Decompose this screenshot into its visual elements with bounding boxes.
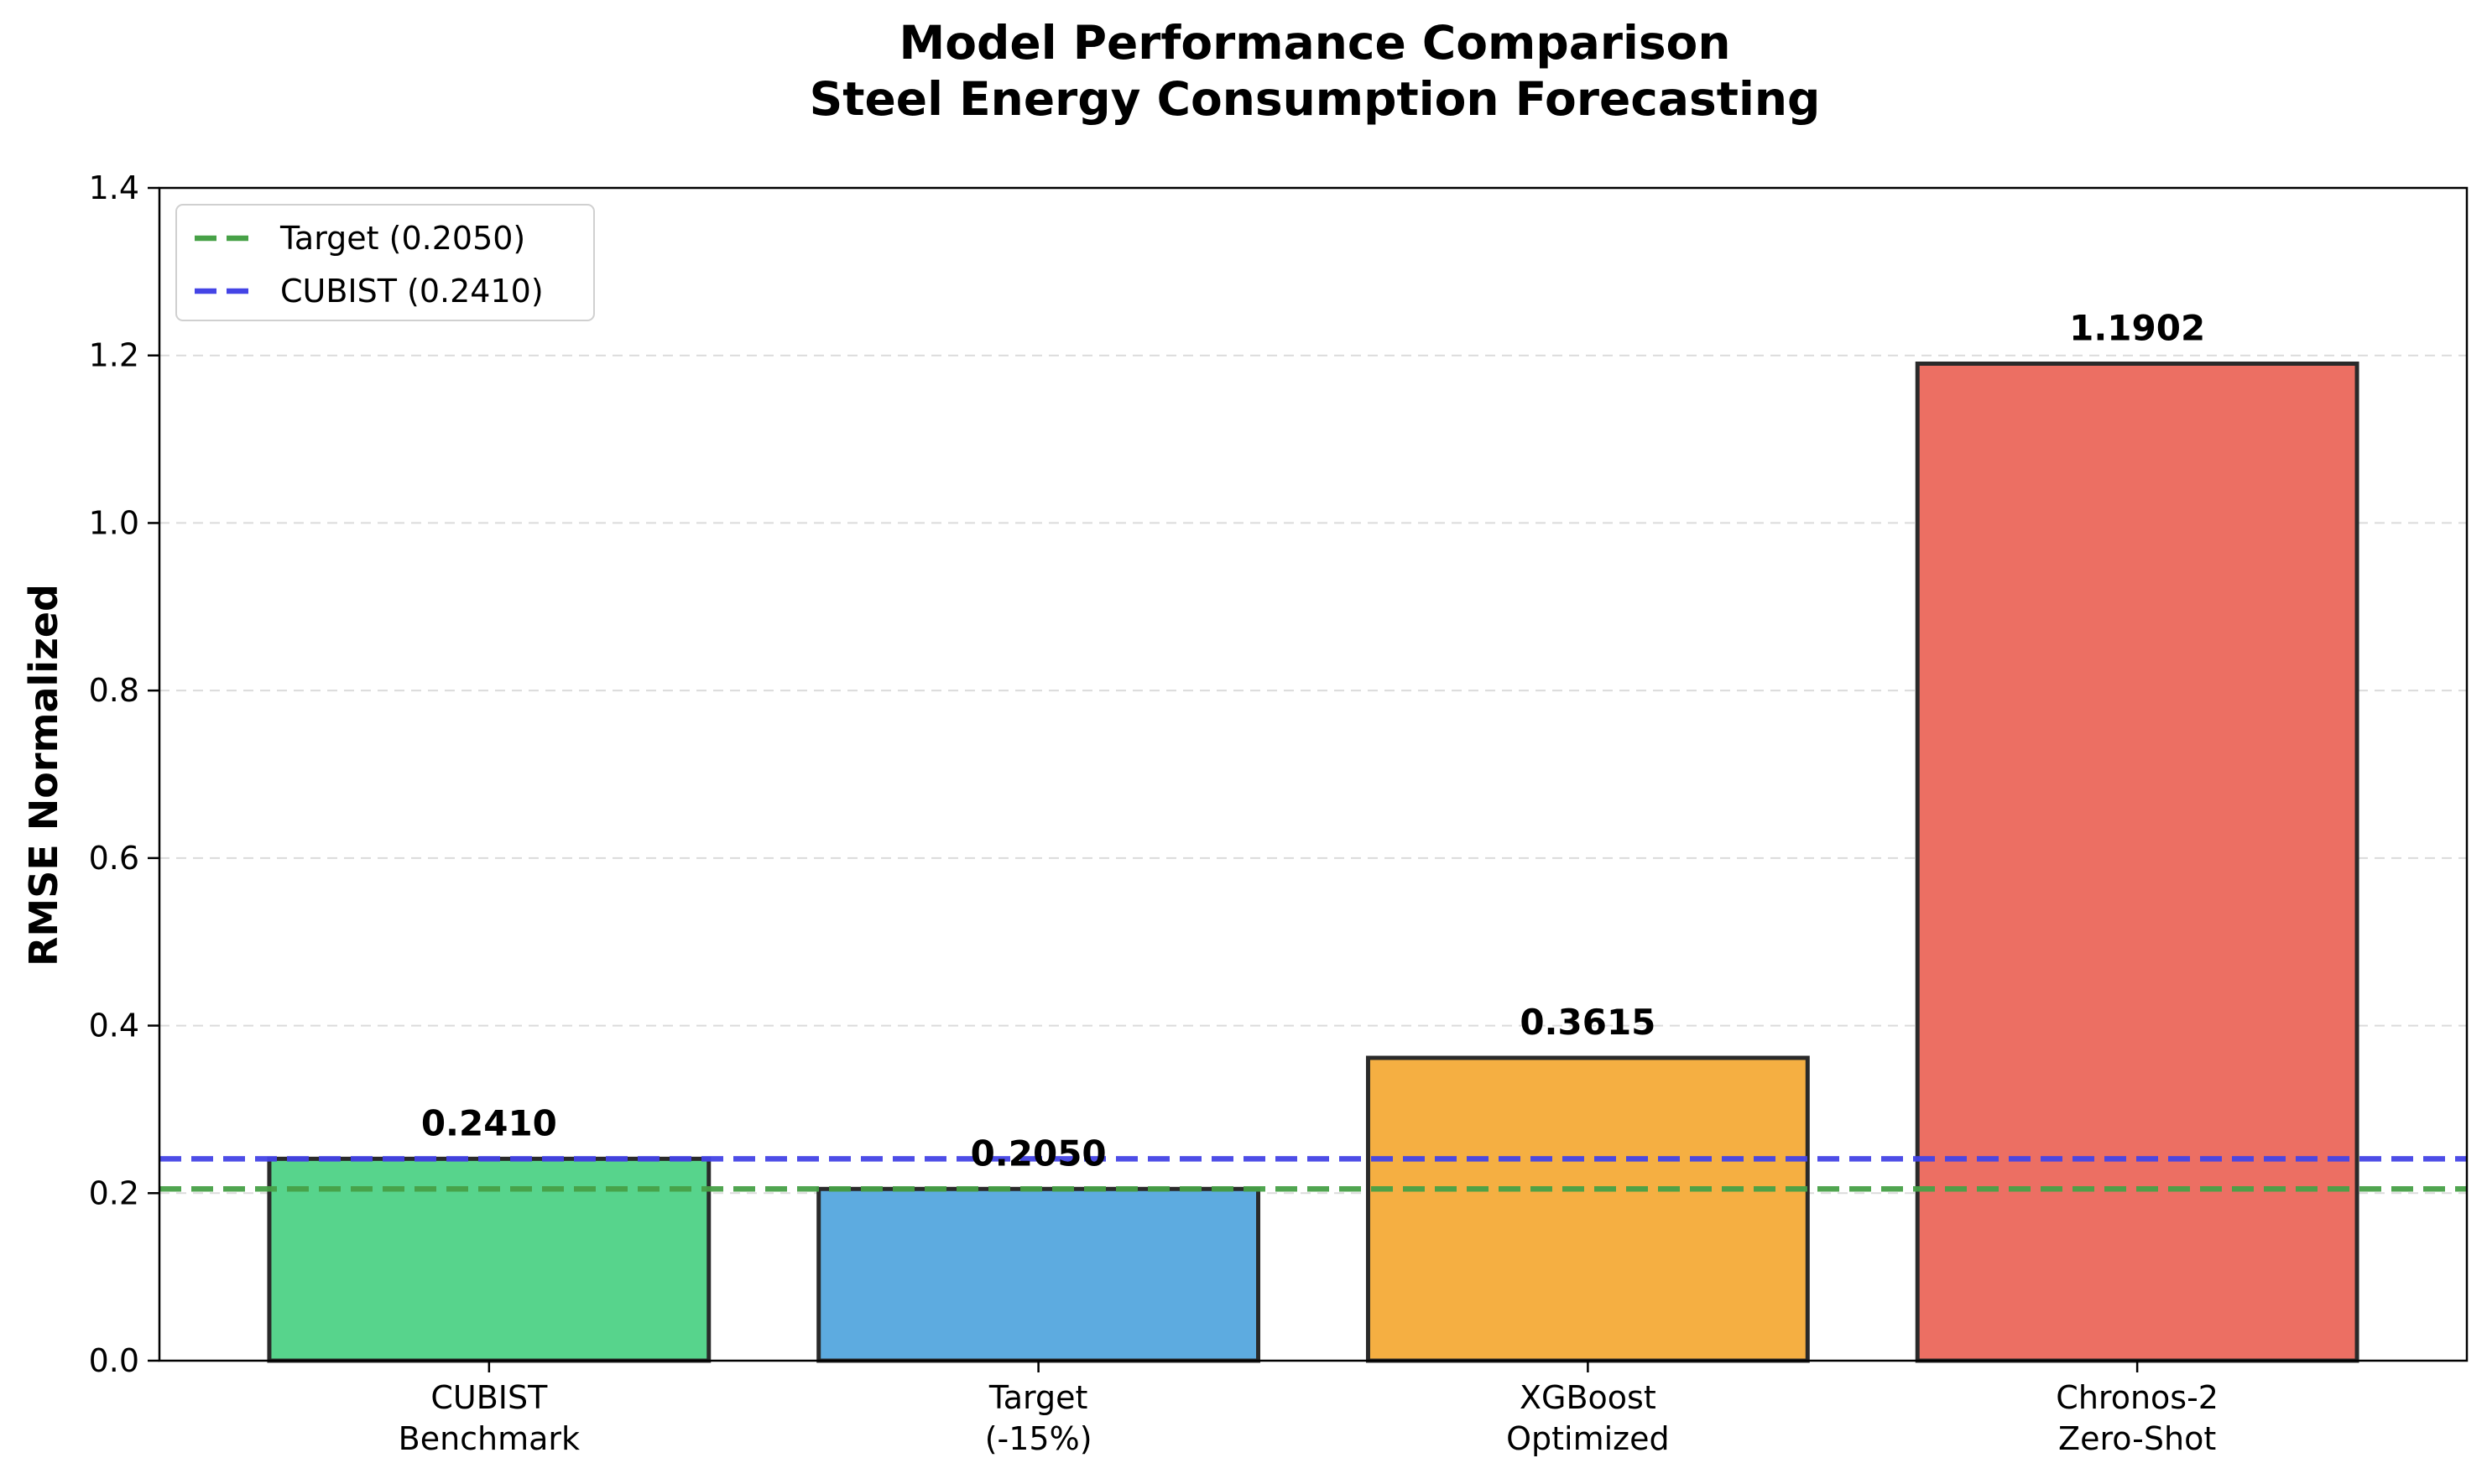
x-tick-label: Benchmark — [399, 1420, 580, 1457]
bar-value-label: 0.2410 — [421, 1102, 557, 1143]
bar-value-label: 1.1902 — [2069, 308, 2205, 349]
y-tick-label: 0.2 — [89, 1174, 139, 1211]
chart-title-line-1: Model Performance Comparison — [899, 16, 1731, 70]
bar-2 — [1365, 1055, 1810, 1363]
bar-1 — [816, 1186, 1261, 1363]
y-tick-label: 1.0 — [89, 504, 139, 541]
bars-layer — [267, 362, 2359, 1363]
data-labels-layer: 0.2410 0.2050 0.3615 1.1902 — [421, 308, 2205, 1174]
y-tick-label: 1.2 — [89, 337, 139, 374]
legend-box — [175, 204, 595, 321]
y-tick-label: 0.6 — [89, 840, 139, 877]
legend-label-1: CUBIST (0.2410) — [280, 273, 544, 310]
plot-frame — [158, 186, 2469, 1362]
x-tick-label: Target — [988, 1379, 1088, 1416]
bar-value-label: 0.2050 — [971, 1133, 1107, 1174]
y-tick-label: 0.4 — [89, 1008, 139, 1044]
y-tick-label: 0.8 — [89, 672, 139, 709]
x-tick-label: XGBoost — [1520, 1379, 1656, 1416]
bar-3 — [1915, 362, 2359, 1363]
y-tick-label: 1.4 — [89, 169, 139, 206]
bar-0 — [267, 1156, 712, 1363]
axes-layer: 0.0 0.2 0.4 0.6 0.8 1.0 1.2 1.4 CUBIST Benchmark T… — [89, 169, 2469, 1457]
chart-title-line-2: Steel Energy Consumption Forecasting — [810, 72, 1821, 126]
legend-label-0: Target (0.2050) — [279, 220, 525, 257]
x-tick-label: Zero-Shot — [2058, 1420, 2216, 1457]
y-tick-label: 0.0 — [89, 1342, 139, 1379]
x-tick-label: Optimized — [1506, 1420, 1670, 1457]
x-tick-label: Chronos-2 — [2056, 1379, 2218, 1416]
y-axis-label: RMSE Normalized — [21, 584, 66, 966]
x-tick-label: (-15%) — [985, 1420, 1092, 1457]
legend: Target (0.2050) CUBIST (0.2410) — [175, 204, 595, 321]
bar-value-label: 0.3615 — [1520, 1002, 1655, 1043]
x-tick-label: CUBIST — [430, 1379, 548, 1416]
reference-lines-layer — [159, 1156, 2467, 1192]
